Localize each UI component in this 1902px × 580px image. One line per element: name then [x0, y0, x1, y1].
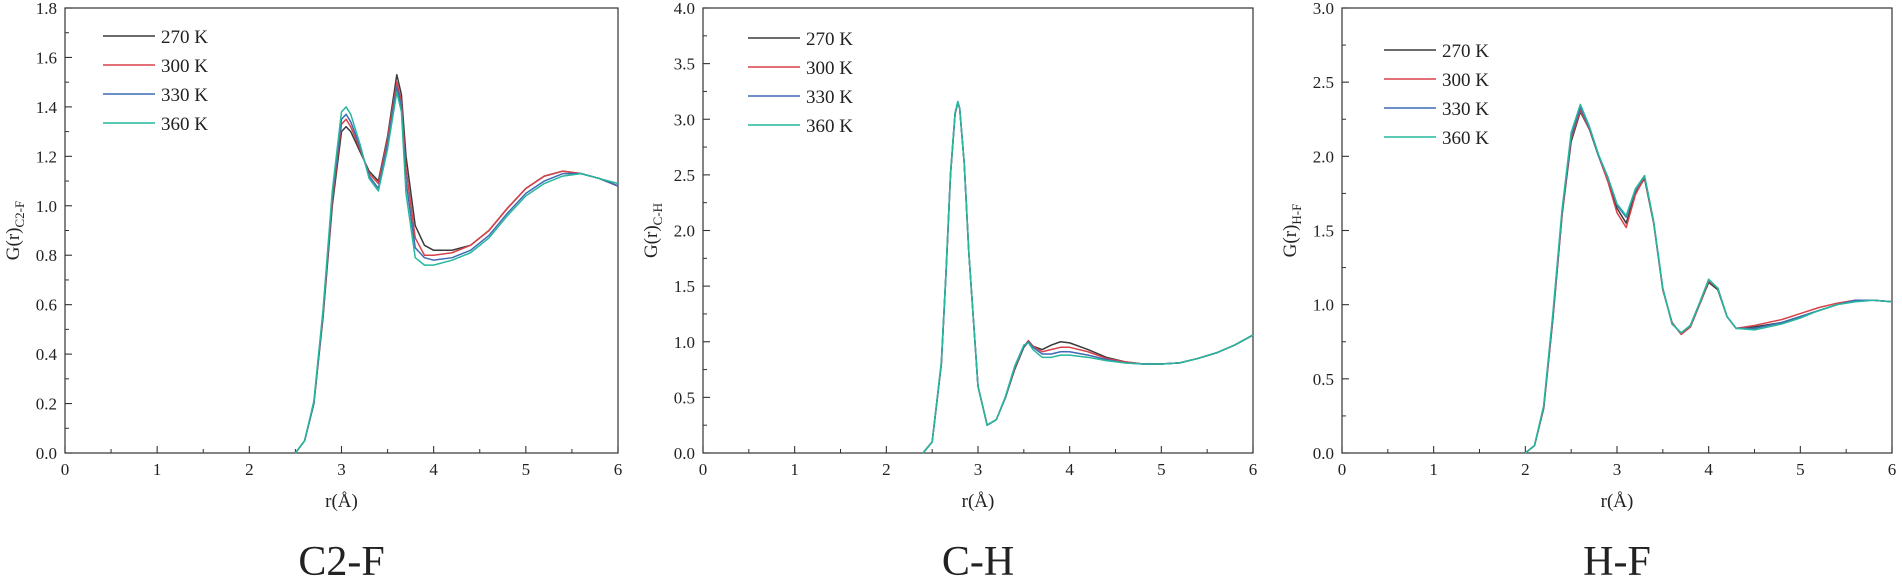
y-axis-label: G(r)C2-F [3, 201, 27, 260]
legend-label: 330 K [806, 87, 853, 108]
x-tick-label: 5 [522, 460, 531, 479]
y-tick-label: 2.5 [674, 166, 695, 185]
y-tick-label: 1.0 [36, 197, 57, 216]
y-tick-label: 1.2 [36, 147, 57, 166]
y-tick-label: 0.4 [36, 345, 58, 364]
series-line-300-k [294, 81, 619, 454]
x-tick-label: 0 [699, 460, 708, 479]
legend-label: 360 K [161, 114, 208, 135]
y-tick-label: 3.0 [674, 110, 695, 129]
series-line-270-k [922, 101, 1254, 454]
legend-label: 330 K [1442, 99, 1489, 120]
legend-label: 300 K [806, 58, 853, 79]
x-axis-label: r(Å) [962, 491, 995, 512]
x-tick-label: 0 [1338, 460, 1347, 479]
y-tick-label: 0.0 [674, 444, 695, 463]
chart-panel-2: 0 1 2 3 4 5 6 0.0 0.5 1.0 1.5 2.0 2.5 3.0 3.5 4.0 r(Å) G(… [641, 0, 1257, 580]
y-tick-label: 2.0 [674, 222, 695, 241]
plot-frame [64, 7, 619, 454]
x-tick-label: 6 [614, 460, 623, 479]
y-axis-label: G(r)C-H [641, 203, 665, 258]
legend: 270 K 300 K 330 K 360 K [103, 27, 208, 135]
panel-caption: C2-F [298, 539, 384, 580]
y-tick-label: 1.6 [36, 48, 57, 67]
x-axis-label: r(Å) [325, 491, 358, 512]
legend-label: 300 K [1442, 70, 1489, 91]
x-tick-label: 6 [1888, 460, 1897, 479]
series-line-330-k [294, 86, 619, 454]
legend-label: 330 K [161, 85, 208, 106]
legend: 270 K 300 K 330 K 360 K [1384, 41, 1489, 149]
x-tick-label: 2 [245, 460, 254, 479]
legend-label: 270 K [806, 29, 853, 50]
y-tick-label: 4.0 [674, 0, 695, 18]
y-tick-label: 3.5 [674, 55, 695, 74]
x-tick-label: 1 [1429, 460, 1438, 479]
y-tick-label: 1.4 [36, 98, 58, 117]
x-tick-label: 2 [882, 460, 891, 479]
chart-panel-1: 0 1 2 3 4 5 6 0.0 0.2 0.4 0.6 0.8 1.0 1.2 1.4 1.6 1.8 r(Å… [3, 0, 622, 580]
y-tick-label: 0.0 [36, 444, 57, 463]
y-tick-label: 2.0 [1313, 147, 1334, 166]
y-axis-label: G(r)H-F [1280, 204, 1304, 258]
y-tick-label: 1.0 [1313, 296, 1334, 315]
x-tick-label: 3 [1613, 460, 1622, 479]
legend-label: 300 K [161, 56, 208, 77]
x-tick-label: 3 [337, 460, 346, 479]
x-tick-label: 4 [429, 460, 438, 479]
x-tick-label: 4 [1065, 460, 1074, 479]
x-tick-label: 3 [974, 460, 983, 479]
series-line-300-k [1524, 109, 1893, 454]
y-tick-label: 0.6 [36, 296, 57, 315]
y-tick-label: 1.0 [674, 333, 695, 352]
y-tick-label: 3.0 [1313, 0, 1334, 18]
y-tick-label: 0.2 [36, 395, 57, 414]
series-line-360-k [922, 100, 1254, 454]
series-line-360-k [294, 91, 619, 454]
y-tick-label: 1.5 [674, 277, 695, 296]
y-tick-label: 1.8 [36, 0, 57, 18]
legend-label: 270 K [1442, 41, 1489, 62]
y-tick-label: 1.5 [1313, 222, 1334, 241]
series-line-330-k [922, 101, 1254, 454]
x-tick-label: 5 [1796, 460, 1805, 479]
plot-frame [1341, 7, 1893, 454]
legend: 270 K 300 K 330 K 360 K [748, 29, 853, 137]
x-tick-label: 5 [1157, 460, 1166, 479]
x-tick-label: 1 [790, 460, 799, 479]
x-tick-label: 6 [1249, 460, 1258, 479]
chart-panel-3: 0 1 2 3 4 5 6 0.0 0.5 1.0 1.5 2.0 2.5 3.0 r(Å) G(r)H-F 2… [1280, 0, 1896, 580]
y-tick-label: 0.8 [36, 246, 57, 265]
y-tick-label: 2.5 [1313, 73, 1334, 92]
legend-label: 360 K [1442, 128, 1489, 149]
legend-label: 270 K [161, 27, 208, 48]
panel-caption: H-F [1583, 539, 1651, 580]
panel-caption: C-H [942, 539, 1014, 580]
x-tick-label: 0 [61, 460, 70, 479]
y-tick-label: 0.0 [1313, 444, 1334, 463]
y-tick-label: 0.5 [674, 388, 695, 407]
x-tick-label: 1 [153, 460, 162, 479]
x-axis-label: r(Å) [1601, 491, 1634, 512]
series-line-300-k [922, 101, 1254, 454]
series-line-270-k [294, 74, 619, 454]
x-tick-label: 2 [1521, 460, 1530, 479]
x-tick-label: 4 [1704, 460, 1713, 479]
legend-label: 360 K [806, 116, 853, 137]
series-line-360-k [1524, 103, 1893, 454]
y-tick-label: 0.5 [1313, 370, 1334, 389]
